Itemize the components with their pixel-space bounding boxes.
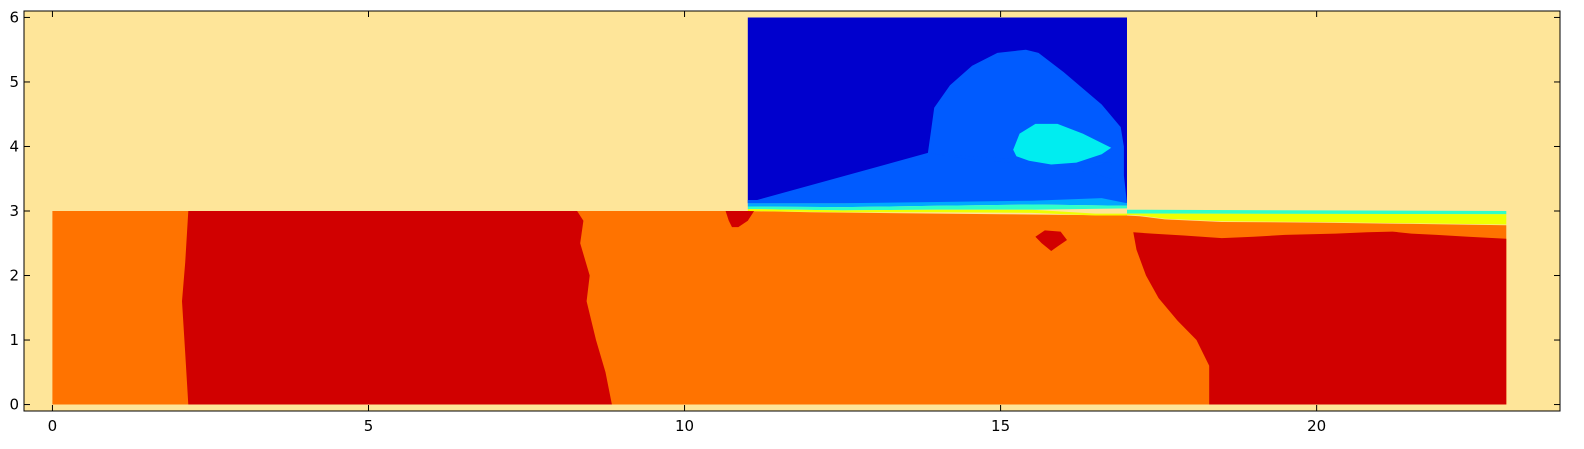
y-tick-label: 1: [9, 331, 19, 349]
region-red-blob-left: [725, 211, 755, 228]
x-tick-label: 15: [991, 417, 1010, 435]
y-tick-label: 3: [9, 202, 19, 220]
region-red-blob-right: [1035, 230, 1067, 251]
region-right-yellow-band: [1127, 213, 1507, 225]
x-tick-label: 10: [675, 417, 694, 435]
y-tick-label: 6: [9, 8, 19, 26]
contour-regions: [52, 17, 1507, 405]
y-tick-label: 5: [9, 73, 19, 91]
region-right-red-zone: [1133, 231, 1507, 405]
x-tick-label: 5: [364, 417, 374, 435]
region-block-medium-blue-upper: [927, 152, 1115, 179]
y-tick-label: 4: [9, 137, 19, 155]
x-tick-label: 0: [48, 417, 58, 435]
x-tick-label: 20: [1307, 417, 1326, 435]
y-tick-label: 0: [9, 396, 19, 414]
axis-ticks: 0 5 10 15 20 0 1 2 3 4 5 6: [9, 8, 1560, 435]
region-block-yellow-band: [747, 209, 1127, 216]
region-left-red-zone: [182, 211, 612, 405]
region-block-light-blue-band: [747, 198, 1127, 208]
y-tick-label: 2: [9, 267, 19, 285]
region-block-medium-blue: [747, 49, 1127, 204]
region-block-cyan-band: [747, 204, 1127, 211]
region-right-cyan-band: [1127, 209, 1507, 215]
region-block-cyan-eddy: [1013, 123, 1112, 165]
